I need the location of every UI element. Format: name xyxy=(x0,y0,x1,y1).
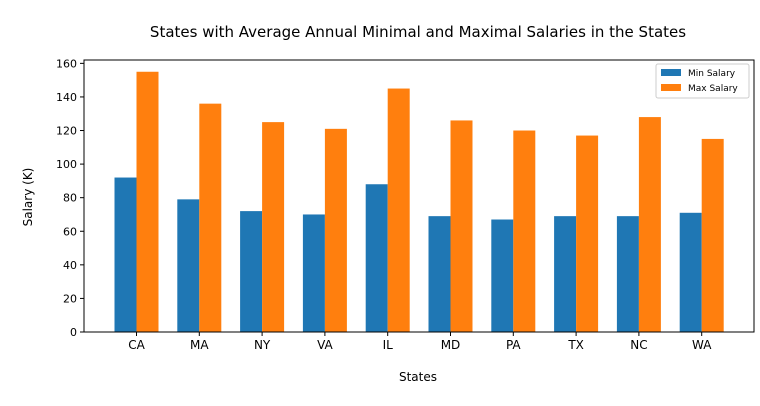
x-tick-label: NY xyxy=(254,338,271,352)
bar-max-ny xyxy=(262,122,285,332)
y-tick-label: 160 xyxy=(56,57,77,70)
x-tick-label: CA xyxy=(128,338,145,352)
legend-swatch-min xyxy=(661,69,681,76)
legend-label-min: Min Salary xyxy=(688,69,736,79)
x-tick-label: MD xyxy=(441,338,461,352)
y-axis: 0 20 40 60 80 100 120 140 160 xyxy=(56,57,84,339)
bars-group xyxy=(114,71,724,333)
bar-max-pa xyxy=(513,130,536,332)
legend-label-max: Max Salary xyxy=(688,84,738,94)
y-tick-label: 80 xyxy=(63,192,77,205)
x-tick-label: NC xyxy=(630,338,647,352)
bar-min-va xyxy=(302,214,325,332)
bar-max-nc xyxy=(638,117,661,332)
bar-min-ma xyxy=(177,199,200,332)
bar-min-tx xyxy=(554,216,577,332)
bar-max-ca xyxy=(136,71,159,333)
x-tick-label: MA xyxy=(190,338,209,352)
legend-swatch-max xyxy=(661,84,681,91)
bar-min-ny xyxy=(240,211,263,332)
bar-max-md xyxy=(450,120,473,332)
bar-max-ma xyxy=(199,103,222,332)
bar-max-wa xyxy=(701,138,724,332)
bar-min-pa xyxy=(491,219,514,332)
y-tick-label: 20 xyxy=(63,292,77,305)
plot-frame xyxy=(83,59,755,333)
y-tick-label: 140 xyxy=(56,91,77,104)
chart-title: States with Average Annual Minimal and M… xyxy=(150,23,686,41)
y-tick-label: 60 xyxy=(63,225,77,238)
y-tick-label: 120 xyxy=(56,125,77,138)
bar-min-ca xyxy=(114,177,137,332)
bar-max-il xyxy=(387,88,410,332)
y-axis-label: Salary (K) xyxy=(21,168,35,227)
bar-max-va xyxy=(324,128,347,332)
legend: Min Salary Max Salary xyxy=(655,63,750,99)
y-tick-label: 40 xyxy=(63,259,77,272)
bar-min-il xyxy=(365,184,388,332)
x-axis-label: States xyxy=(399,370,437,384)
x-tick-label: VA xyxy=(317,338,333,352)
x-tick-label: WA xyxy=(692,338,712,352)
y-tick-label: 0 xyxy=(70,326,77,339)
x-axis: CA MA NY VA IL MD PA TX NC WA xyxy=(128,332,712,352)
bar-min-md xyxy=(428,216,451,332)
bar-min-wa xyxy=(679,212,702,332)
y-tick-label: 100 xyxy=(56,158,77,171)
bar-max-tx xyxy=(576,135,599,332)
x-tick-label: TX xyxy=(567,338,584,352)
bar-min-nc xyxy=(616,216,639,332)
x-tick-label: PA xyxy=(506,338,521,352)
x-tick-label: IL xyxy=(383,338,394,352)
